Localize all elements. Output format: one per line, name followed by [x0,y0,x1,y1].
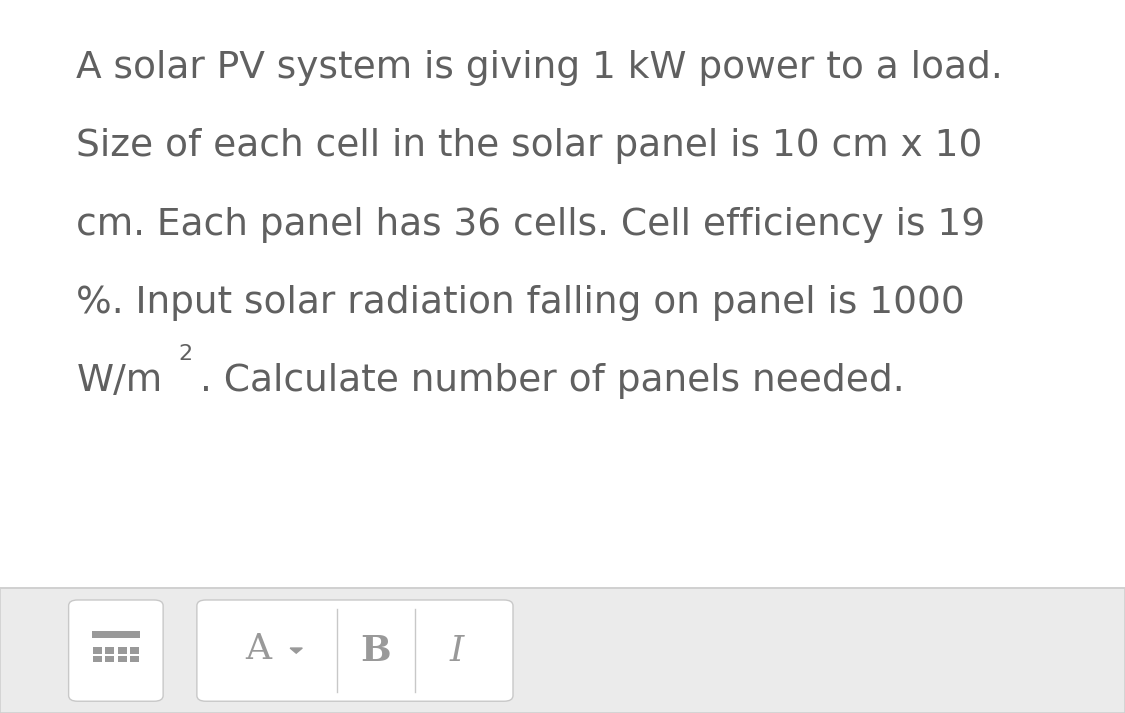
Text: Size of each cell in the solar panel is 10 cm x 10: Size of each cell in the solar panel is … [76,128,983,164]
FancyBboxPatch shape [117,656,126,662]
FancyBboxPatch shape [92,647,102,654]
FancyBboxPatch shape [92,656,102,662]
Text: %. Input solar radiation falling on panel is 1000: %. Input solar radiation falling on pane… [76,285,965,321]
FancyBboxPatch shape [197,600,513,702]
Text: cm. Each panel has 36 cells. Cell efficiency is 19: cm. Each panel has 36 cells. Cell effici… [76,207,986,242]
Text: A: A [245,632,271,666]
FancyBboxPatch shape [0,588,1125,713]
Text: B: B [360,634,391,667]
FancyBboxPatch shape [105,647,114,654]
Polygon shape [290,648,303,653]
FancyBboxPatch shape [69,600,163,702]
Text: W/m: W/m [76,364,163,399]
FancyBboxPatch shape [117,647,126,654]
FancyBboxPatch shape [130,656,140,662]
Text: 2: 2 [179,344,193,364]
FancyBboxPatch shape [130,647,140,654]
Text: . Calculate number of panels needed.: . Calculate number of panels needed. [200,364,905,399]
FancyBboxPatch shape [105,656,114,662]
Text: I: I [449,634,463,667]
FancyBboxPatch shape [92,631,140,638]
Text: A solar PV system is giving 1 kW power to a load.: A solar PV system is giving 1 kW power t… [76,50,1004,86]
